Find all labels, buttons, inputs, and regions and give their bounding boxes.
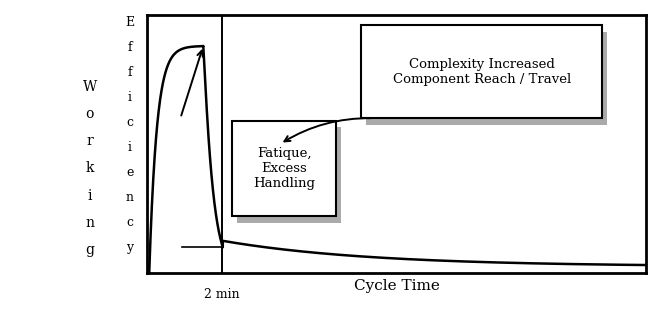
Text: y: y	[126, 241, 134, 254]
Text: W: W	[83, 80, 97, 94]
Text: Fatique,
Excess
Handling: Fatique, Excess Handling	[253, 147, 315, 190]
Bar	[366, 32, 607, 125]
X-axis label: Cycle Time: Cycle Time	[354, 278, 440, 292]
Bar	[237, 127, 341, 223]
Bar	[233, 121, 336, 216]
Text: i: i	[128, 91, 132, 104]
Text: c: c	[126, 216, 133, 229]
Text: 2 min: 2 min	[204, 288, 240, 301]
Text: Complexity Increased
Component Reach / Travel: Complexity Increased Component Reach / T…	[393, 58, 571, 86]
Text: f: f	[128, 66, 132, 79]
Text: k: k	[85, 162, 94, 175]
Text: r: r	[87, 135, 93, 149]
Text: i: i	[128, 141, 132, 155]
Text: c: c	[126, 116, 133, 129]
Text: n: n	[126, 191, 134, 204]
Text: o: o	[85, 107, 94, 121]
Text: e: e	[126, 166, 134, 179]
Text: f: f	[128, 41, 132, 54]
Text: E: E	[125, 16, 134, 29]
Text: g: g	[85, 243, 95, 257]
Bar	[361, 25, 602, 118]
Text: i: i	[87, 188, 92, 202]
Text: n: n	[85, 216, 95, 230]
